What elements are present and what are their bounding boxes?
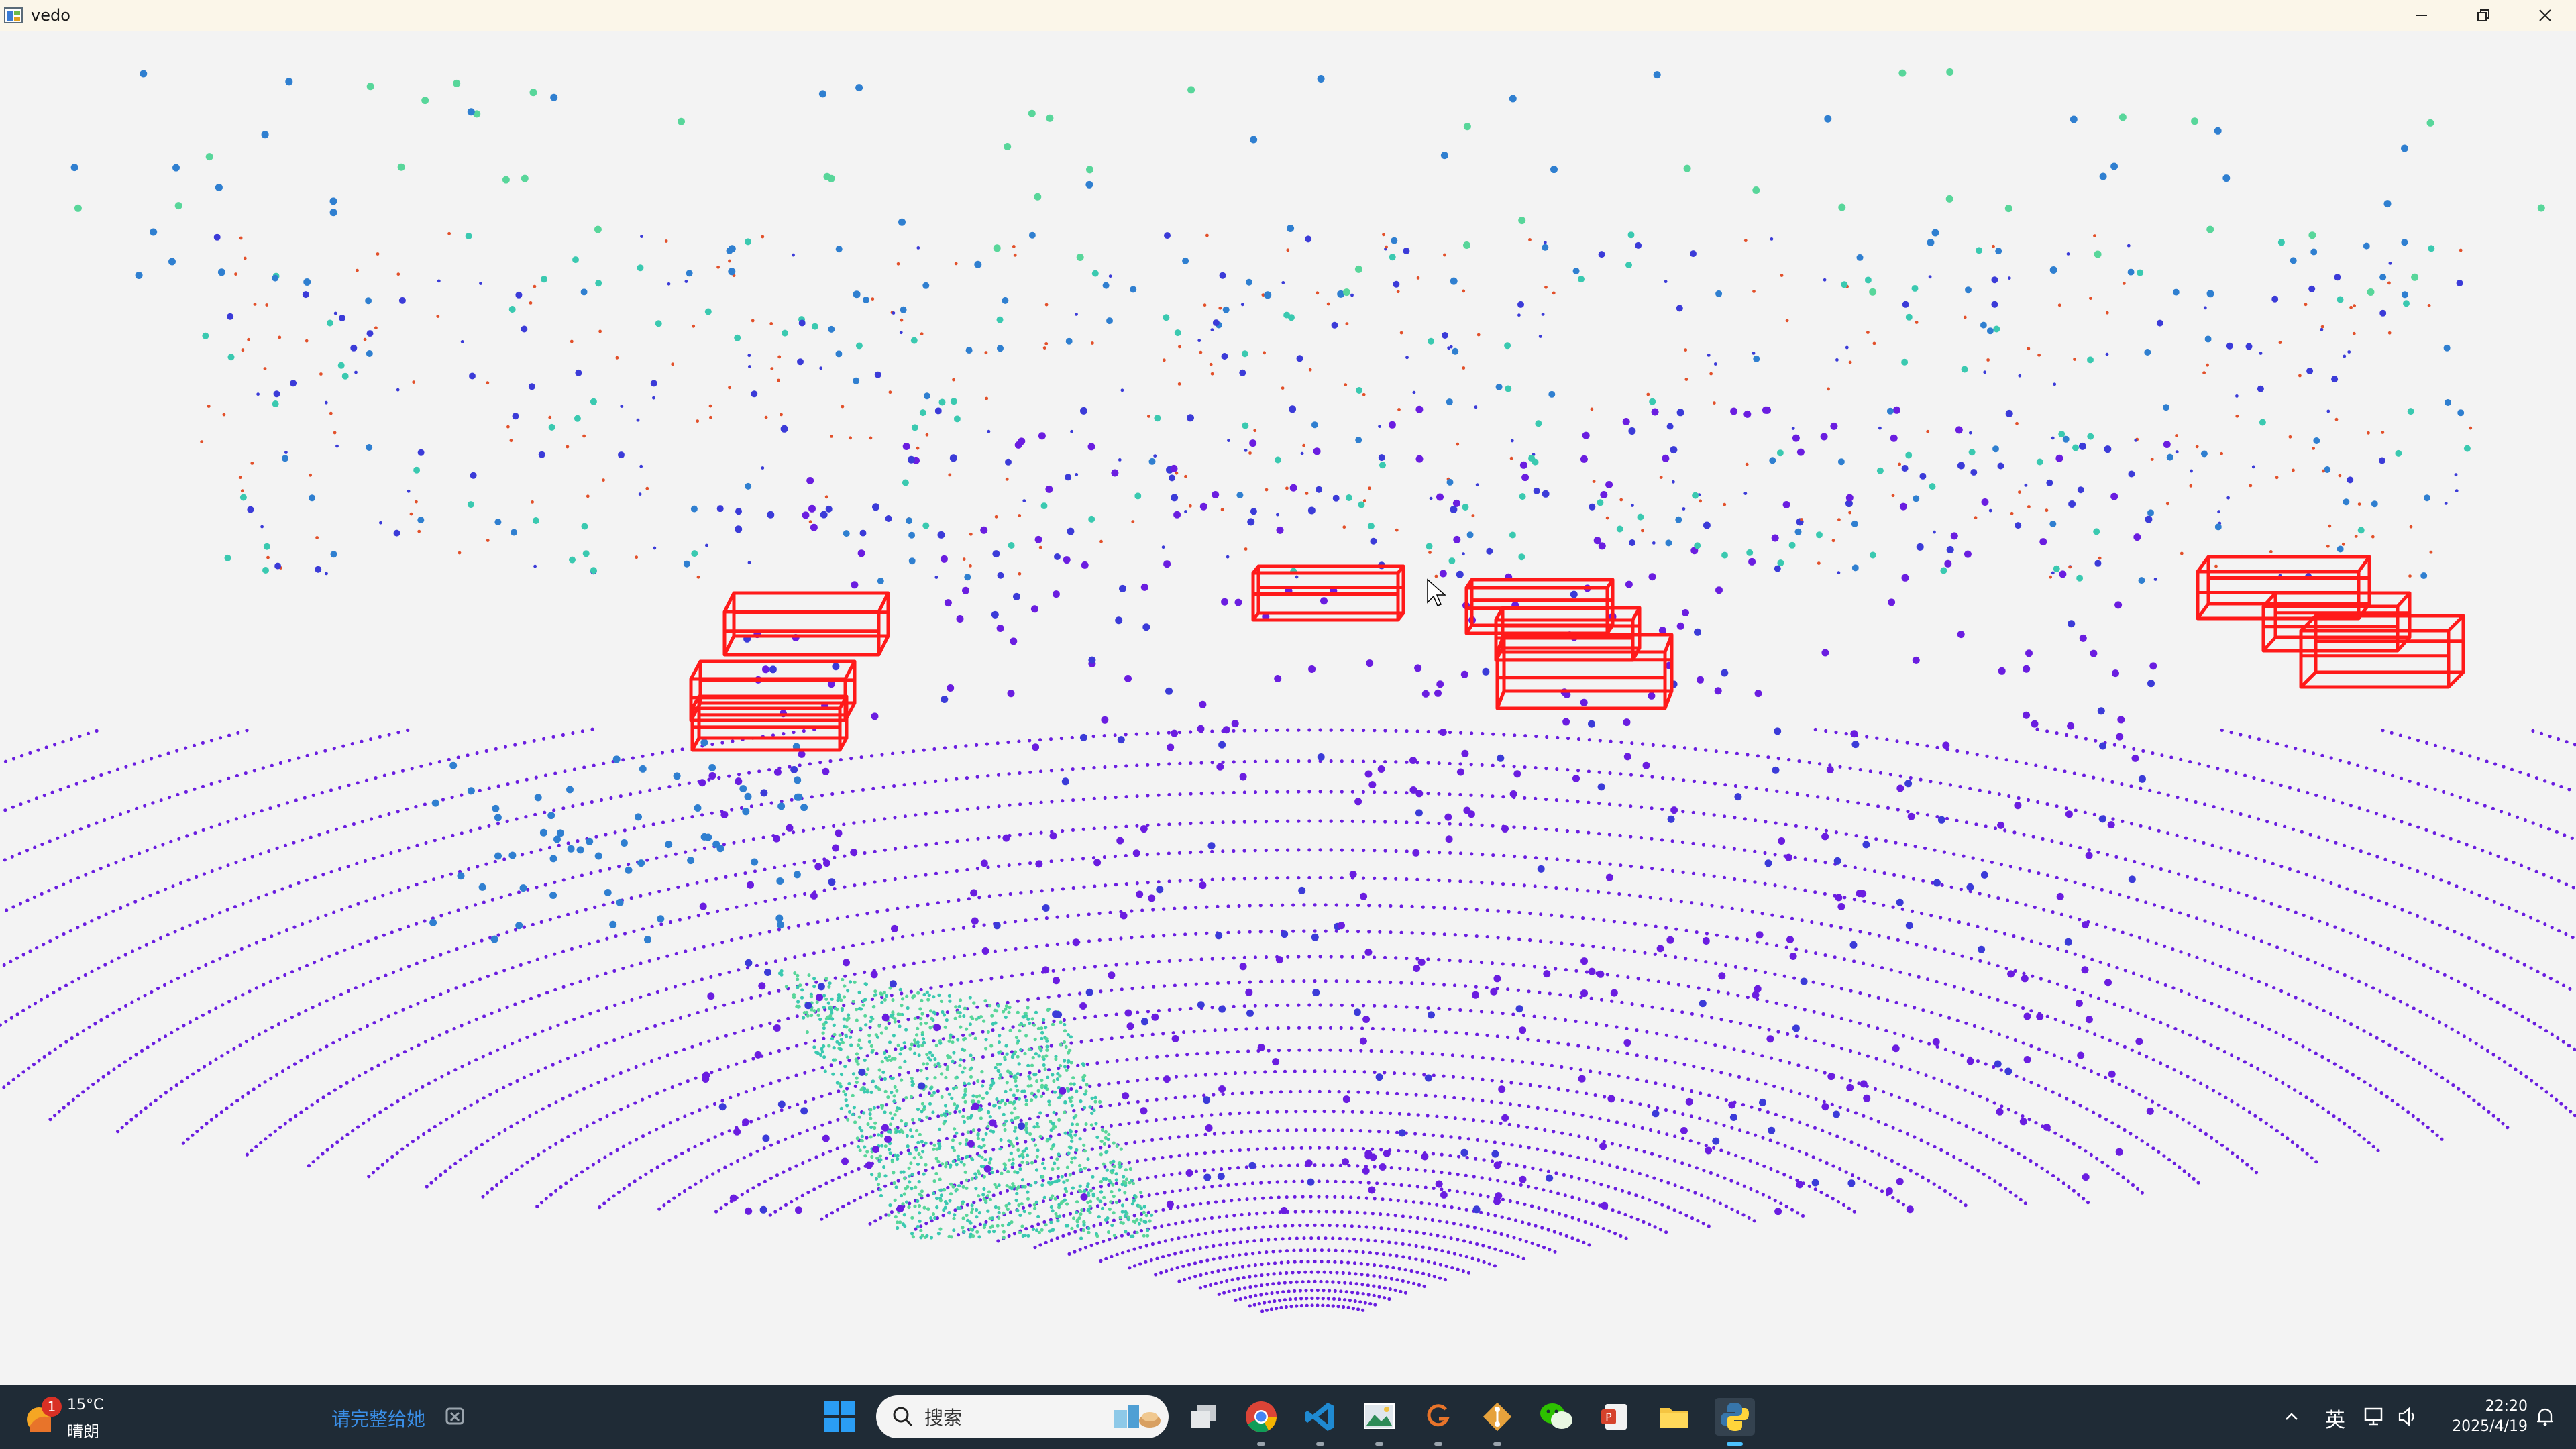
taskbar-office[interactable]: P [1597, 1398, 1634, 1436]
network-icon [2364, 1407, 2383, 1426]
point-cloud-canvas[interactable] [0, 31, 2576, 1385]
weather-widget[interactable]: 1 [24, 1397, 62, 1437]
bounding-box [2196, 555, 2371, 621]
taskbar-file-explorer[interactable] [1656, 1398, 1693, 1436]
notification-bell-icon [2537, 1408, 2553, 1426]
search-icon [893, 1407, 913, 1427]
bounding-box [1495, 633, 1674, 710]
grammarly-icon [1427, 1404, 1450, 1427]
grammarly-running-indicator [1434, 1442, 1442, 1446]
taskbar-git[interactable] [1479, 1398, 1516, 1436]
weather-badge: 1 [42, 1397, 62, 1417]
restore-button[interactable] [2453, 0, 2514, 31]
close-icon [2539, 9, 2551, 21]
bounding-box [690, 694, 849, 752]
search-highlight-icon [1114, 1405, 1161, 1428]
taskbar-python-active[interactable] [1715, 1398, 1755, 1436]
taskbar-wechat[interactable] [1538, 1398, 1575, 1436]
vscode-running-indicator [1316, 1442, 1324, 1446]
taskbar: 1 15°C 晴朗 请完整给她 搜索 [0, 1385, 2576, 1449]
wechat-icon [1540, 1403, 1572, 1429]
ime-indicator[interactable]: 英 [2325, 1409, 2345, 1432]
tray-network-button[interactable] [2360, 1398, 2390, 1436]
window-titlebar[interactable]: vedo [0, 0, 2576, 31]
office-icon: P [1601, 1404, 1627, 1430]
git-running-indicator [1493, 1442, 1501, 1446]
taskbar-chrome[interactable] [1242, 1398, 1280, 1436]
vedo-app-icon [4, 6, 23, 25]
chrome-running-indicator [1257, 1442, 1265, 1446]
weather-condition: 晴朗 [67, 1422, 99, 1441]
python-icon [1721, 1403, 1749, 1431]
git-icon [1483, 1402, 1512, 1432]
notification-button[interactable] [2529, 1398, 2561, 1436]
bounding-boxes [689, 555, 2465, 752]
task-view-button[interactable] [1185, 1398, 1222, 1436]
task-view-icon [1191, 1405, 1216, 1428]
news-close-button[interactable] [444, 1405, 467, 1428]
bounding-box [1251, 564, 1405, 622]
clock-time: 22:20 [2485, 1398, 2528, 1415]
minimize-button[interactable] [2391, 0, 2453, 31]
search-placeholder: 搜索 [924, 1407, 963, 1429]
window-title: vedo [31, 6, 70, 25]
taskbar-clock[interactable]: 22:20 2025/4/19 [2452, 1397, 2528, 1437]
tray-overflow-button[interactable] [2277, 1398, 2306, 1436]
start-button[interactable] [821, 1398, 859, 1436]
close-small-icon [445, 1407, 464, 1425]
lidar-point-cloud [0, 68, 2576, 1313]
mouse-cursor-icon [1427, 578, 1446, 606]
minimize-icon [2416, 15, 2427, 16]
volume-icon [2398, 1407, 2414, 1427]
image-viewer-icon [1364, 1403, 1395, 1429]
vscode-icon [1305, 1403, 1334, 1431]
bounding-box [2299, 614, 2465, 689]
bounding-box [722, 591, 890, 657]
news-ticker[interactable]: 请完整给她 [331, 1408, 426, 1430]
windows-start-icon [824, 1401, 855, 1432]
python-active-indicator [1727, 1442, 1743, 1446]
restore-icon [2477, 9, 2489, 21]
3d-viewport[interactable] [0, 31, 2576, 1385]
weather-temperature: 15°C [67, 1397, 104, 1413]
bounding-box [2261, 591, 2412, 653]
taskbar-vscode[interactable] [1301, 1398, 1339, 1436]
tray-volume-button[interactable] [2394, 1398, 2423, 1436]
file-explorer-icon [1660, 1408, 1688, 1428]
chrome-icon [1246, 1401, 1277, 1432]
chevron-up-icon [2286, 1413, 2298, 1420]
taskbar-image-viewer[interactable] [1360, 1398, 1398, 1436]
taskbar-search-box[interactable]: 搜索 [876, 1395, 1169, 1438]
close-button[interactable] [2514, 0, 2576, 31]
image-viewer-running-indicator [1375, 1442, 1383, 1446]
taskbar-grammarly[interactable] [1419, 1398, 1457, 1436]
clock-date: 2025/4/19 [2452, 1418, 2528, 1435]
